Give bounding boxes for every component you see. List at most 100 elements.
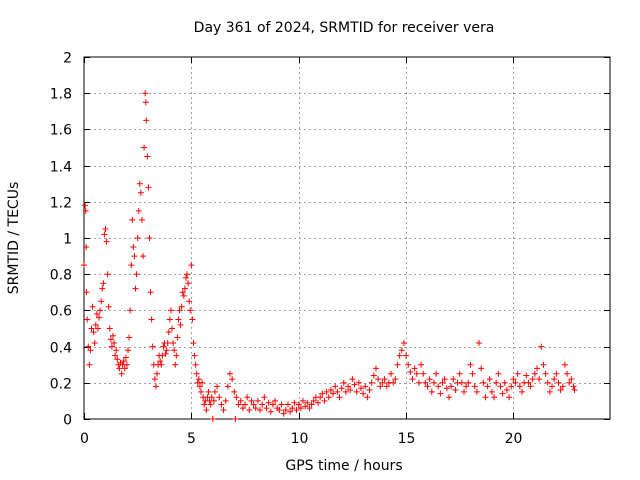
data-point	[379, 379, 386, 386]
data-point	[405, 361, 412, 368]
data-point	[147, 289, 154, 296]
data-point	[166, 316, 173, 323]
y-axis-label: SRMTID / TECUs	[6, 182, 22, 295]
data-point	[497, 383, 504, 390]
data-point	[392, 376, 399, 383]
data-point	[127, 307, 134, 314]
data-point	[551, 376, 558, 383]
data-point	[111, 339, 118, 346]
data-point	[112, 352, 119, 359]
data-point	[237, 397, 244, 404]
data-point	[456, 370, 463, 377]
data-point	[259, 401, 266, 408]
data-point	[465, 379, 472, 386]
data-point	[488, 388, 495, 395]
data-point	[220, 406, 227, 413]
data-point	[315, 399, 322, 406]
data-point	[136, 180, 143, 187]
data-point	[448, 383, 455, 390]
data-point	[203, 406, 210, 413]
data-point	[109, 332, 116, 339]
data-point	[467, 361, 474, 368]
data-point	[415, 379, 422, 386]
data-point	[116, 365, 123, 372]
data-point	[506, 394, 513, 401]
data-point	[299, 397, 306, 404]
data-point	[130, 244, 137, 251]
y-tick-label: 1	[63, 232, 72, 248]
data-point	[189, 316, 196, 323]
data-point	[516, 383, 523, 390]
data-point	[433, 370, 440, 377]
data-point	[162, 350, 169, 357]
data-point	[482, 394, 489, 401]
data-point	[246, 406, 253, 413]
grid-lines	[84, 57, 610, 419]
data-point	[182, 274, 189, 281]
data-point	[173, 352, 180, 359]
data-point	[510, 376, 517, 383]
data-point	[190, 339, 197, 346]
data-point	[165, 329, 172, 336]
data-point	[336, 394, 343, 401]
data-point	[441, 376, 448, 383]
data-point	[134, 235, 141, 241]
data-point	[330, 390, 337, 397]
data-point	[146, 235, 153, 241]
data-point	[546, 388, 553, 395]
data-point	[544, 379, 551, 386]
data-point	[377, 383, 384, 390]
data-point	[282, 406, 289, 413]
data-point	[534, 365, 541, 372]
data-point	[345, 383, 352, 390]
data-point	[355, 379, 362, 386]
data-point	[185, 280, 192, 287]
data-point	[458, 379, 465, 386]
data-point	[163, 347, 170, 354]
data-point	[338, 385, 345, 392]
data-point	[126, 334, 133, 341]
data-point	[94, 325, 101, 332]
data-point	[295, 401, 302, 408]
data-point	[102, 225, 109, 232]
x-axis-ticks: 0 5 10 15 20	[80, 57, 522, 447]
data-point	[83, 289, 90, 296]
data-point	[310, 397, 317, 404]
data-point	[174, 334, 181, 341]
data-point	[180, 292, 187, 299]
data-point	[360, 390, 367, 397]
data-point	[469, 370, 476, 377]
data-point	[121, 365, 128, 372]
data-point	[347, 387, 354, 394]
data-point	[158, 361, 165, 368]
data-point	[375, 376, 382, 383]
data-point	[480, 379, 487, 386]
data-point	[263, 405, 270, 412]
data-point	[129, 216, 136, 223]
data-point	[508, 383, 515, 390]
data-point	[211, 388, 218, 395]
data-point	[319, 390, 326, 397]
data-point	[289, 405, 296, 412]
data-point	[549, 383, 556, 390]
data-point	[525, 379, 532, 386]
data-point	[92, 321, 99, 328]
data-point	[242, 401, 249, 408]
data-point	[82, 207, 89, 214]
data-point	[452, 387, 459, 394]
data-point	[137, 189, 144, 196]
data-point	[351, 381, 358, 388]
data-point	[184, 271, 191, 278]
data-point	[113, 347, 120, 354]
data-point	[144, 153, 151, 160]
data-point	[396, 352, 403, 359]
data-point	[106, 325, 113, 332]
data-point	[181, 285, 188, 292]
data-point	[142, 99, 149, 106]
data-point	[138, 216, 145, 223]
x-tick-label: 10	[291, 431, 309, 447]
data-point	[409, 376, 416, 383]
data-point	[193, 370, 200, 377]
data-point	[284, 401, 291, 408]
data-series	[81, 90, 578, 422]
